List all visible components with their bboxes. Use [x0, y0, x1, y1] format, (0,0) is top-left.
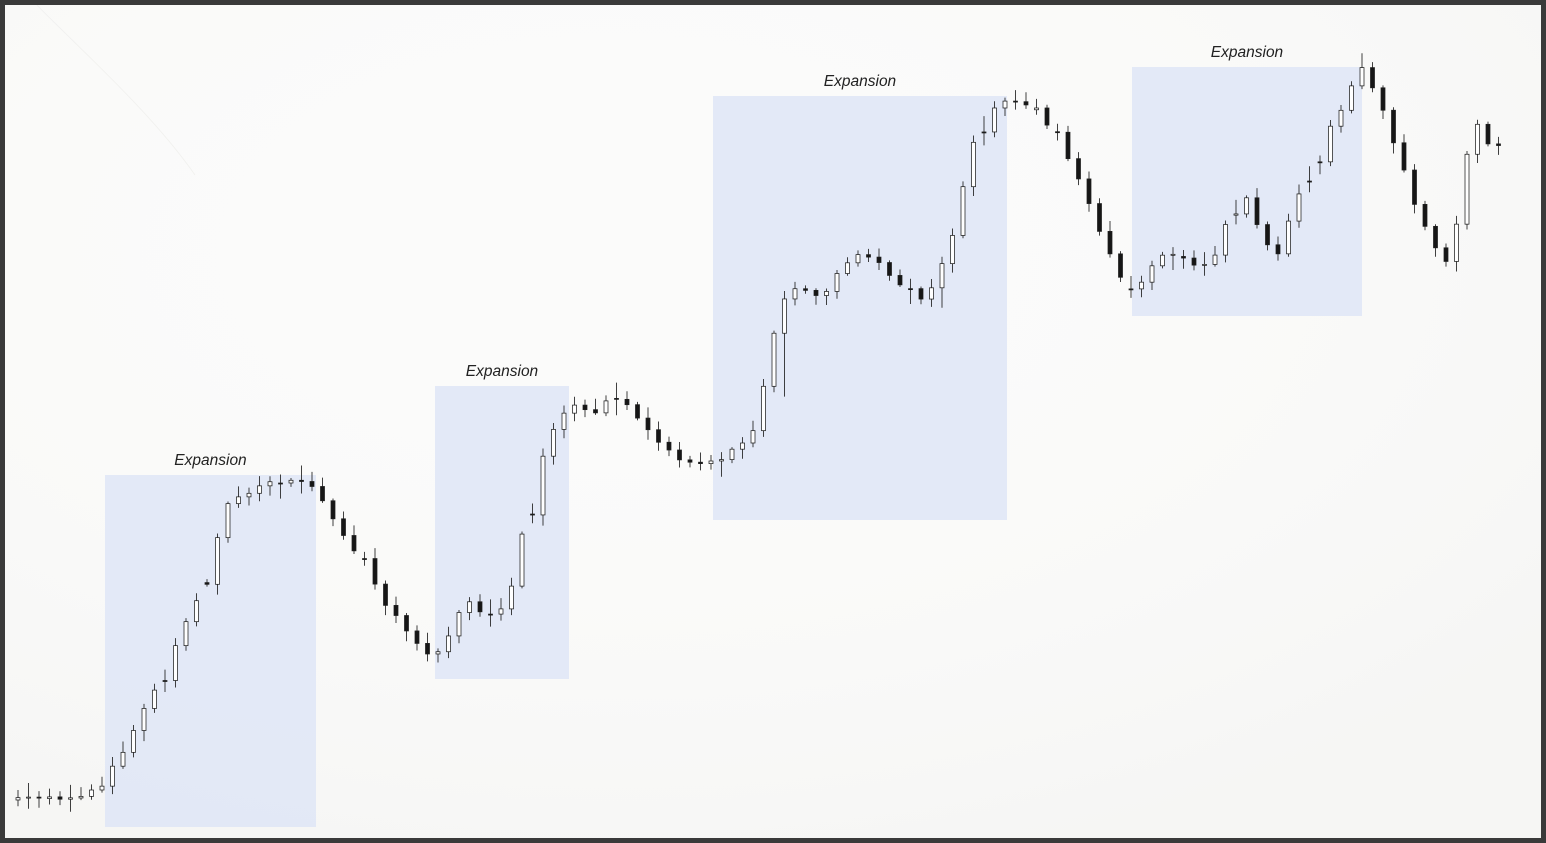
svg-text:Expansion: Expansion — [824, 73, 896, 90]
svg-text:Expansion: Expansion — [466, 363, 538, 380]
svg-text:Expansion: Expansion — [174, 452, 246, 469]
svg-text:Expansion: Expansion — [1211, 44, 1283, 61]
